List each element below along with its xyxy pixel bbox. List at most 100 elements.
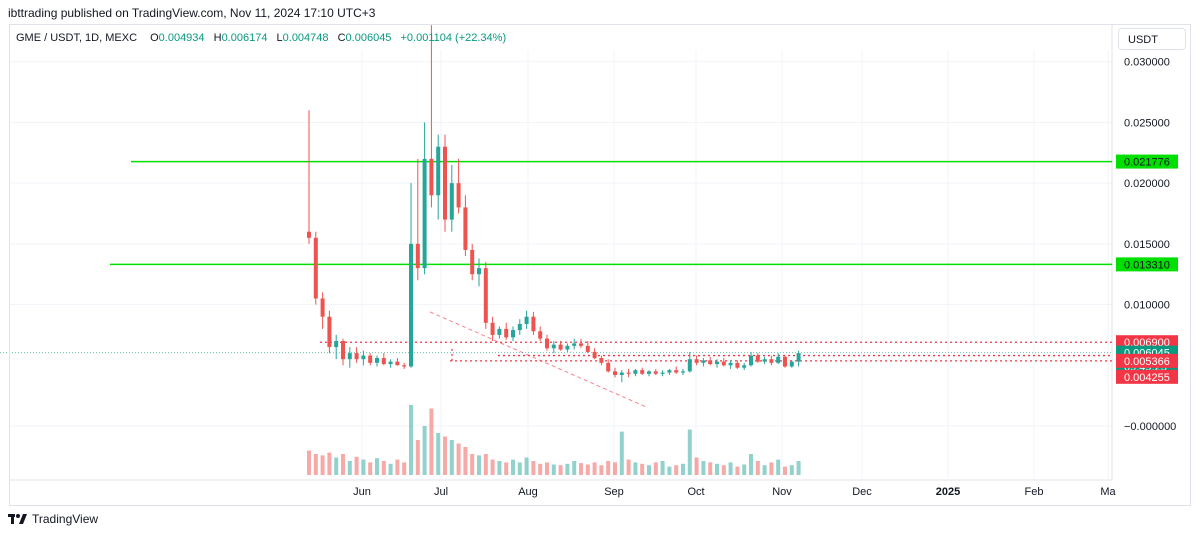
volume-bar [313, 454, 318, 475]
volume-bar [538, 463, 543, 475]
low-key: L [276, 32, 283, 44]
downtrend-line [429, 311, 649, 409]
chart-frame [9, 24, 1191, 506]
level-tag-lower-red-bg [1116, 353, 1178, 368]
candle-body [327, 316, 332, 348]
candle-body [375, 357, 379, 363]
candle-body [313, 237, 318, 299]
level-tag-low-red: 0.004255 [1116, 369, 1178, 384]
candle-body [381, 357, 386, 365]
candle-body [585, 345, 590, 352]
symbol-label[interactable]: GME / USDT, 1D, MEXC [16, 32, 138, 44]
x-tick-label: Ma [1100, 486, 1116, 498]
volume-bar [687, 429, 692, 475]
candle-body [789, 361, 794, 367]
candle-body [762, 359, 767, 362]
level-tag-upper-green-text: 0.021776 [1124, 157, 1170, 169]
volume-bar [327, 452, 332, 475]
volume-bar [572, 461, 577, 475]
open-key: O [150, 32, 159, 44]
volume-bar [681, 463, 685, 475]
y-tick-label: −0.000000 [1124, 421, 1176, 433]
candle-body [368, 355, 373, 363]
volume-bar [517, 462, 522, 475]
tradingview-logo[interactable]: TradingView [8, 512, 98, 526]
volume-bar [558, 465, 563, 475]
volume-bar [579, 463, 583, 475]
low-value: 0.004748 [282, 32, 329, 44]
x-tick-label: 2025 [936, 486, 960, 498]
candle-body [395, 361, 400, 366]
volume-bar [415, 440, 420, 475]
volume-bar [749, 454, 753, 475]
candle-body [619, 372, 624, 375]
x-tick-label: Nov [772, 486, 792, 498]
candle-body [681, 371, 685, 373]
level-lines [0, 160, 1112, 409]
volume-bar [619, 431, 624, 475]
open-value: 0.004934 [158, 32, 205, 44]
volume-bar [395, 459, 400, 475]
volume-bar [524, 457, 529, 475]
candle-body [334, 340, 339, 348]
volume-bar [592, 462, 597, 475]
candle-body [640, 370, 645, 374]
volume-bar [429, 408, 434, 475]
price-axis[interactable]: 0.030000 0.025000 0.020000 0.015000 0.010000… [1124, 57, 1176, 433]
volume-bar [347, 461, 352, 475]
candle-body [361, 355, 366, 360]
volume-bar [449, 440, 454, 475]
candle-body [490, 322, 495, 335]
volume-bar [735, 466, 740, 475]
level-tag-lower-red-text: 0.005366 [1124, 356, 1170, 368]
candle-body [443, 146, 447, 220]
candle-body [449, 183, 454, 220]
close-key: C [337, 32, 346, 44]
volume-bar [456, 443, 461, 475]
volume-bar [613, 462, 617, 475]
currency-button[interactable]: USDT [1118, 28, 1186, 50]
candle-body [653, 371, 658, 374]
volume-bar [599, 465, 604, 475]
high-value: 0.006174 [221, 32, 268, 44]
candle-body [749, 355, 753, 366]
candle-body [721, 361, 726, 366]
price-tags: 0.0217760.0133100.0069000.00604509:49:25… [1116, 154, 1178, 384]
candle-body [796, 353, 801, 362]
y-tick-label: 0.015000 [1124, 239, 1170, 251]
volume-bar [368, 462, 373, 475]
change-value: +0.001104 (+22.34%) [400, 32, 507, 44]
volume-bar [545, 462, 549, 475]
level-tag-upper-green: 0.021776 [1116, 154, 1178, 169]
ohlc-legend: GME / USDT, 1D, MEXC O0.004934 H0.006174… [16, 32, 512, 44]
time-axis[interactable]: Jun Jul Aug Sep Oct Nov Dec 2025 Feb Ma [353, 486, 1116, 498]
volume-bar [626, 459, 631, 475]
candle-body [606, 362, 611, 372]
candle-body [660, 372, 665, 374]
volume-bar [728, 462, 733, 475]
volume-bar [715, 463, 719, 475]
candle-body [354, 353, 359, 360]
volume-bar [402, 462, 407, 475]
candle-body [415, 243, 420, 269]
candle-body [626, 372, 631, 374]
high-key: H [213, 32, 222, 44]
volume-bar [640, 463, 645, 475]
candle-body [388, 361, 393, 365]
volume-bar [755, 461, 760, 475]
volume-bar [551, 464, 556, 475]
candle-body [545, 338, 549, 349]
volume-bar [477, 455, 481, 475]
candle-body [497, 328, 502, 335]
candle-body [674, 370, 679, 373]
candle-body [341, 340, 345, 360]
candle-body [531, 316, 536, 332]
candle-body [715, 361, 719, 365]
volume-bar [565, 463, 570, 475]
volume-bar [497, 461, 502, 475]
volume-bar [341, 454, 345, 475]
volume-bar [334, 457, 339, 475]
y-tick-label: 0.020000 [1124, 178, 1170, 190]
volume-bar [490, 459, 495, 475]
